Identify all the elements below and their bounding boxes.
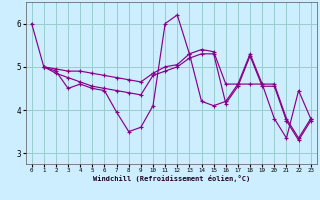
X-axis label: Windchill (Refroidissement éolien,°C): Windchill (Refroidissement éolien,°C) — [92, 175, 250, 182]
